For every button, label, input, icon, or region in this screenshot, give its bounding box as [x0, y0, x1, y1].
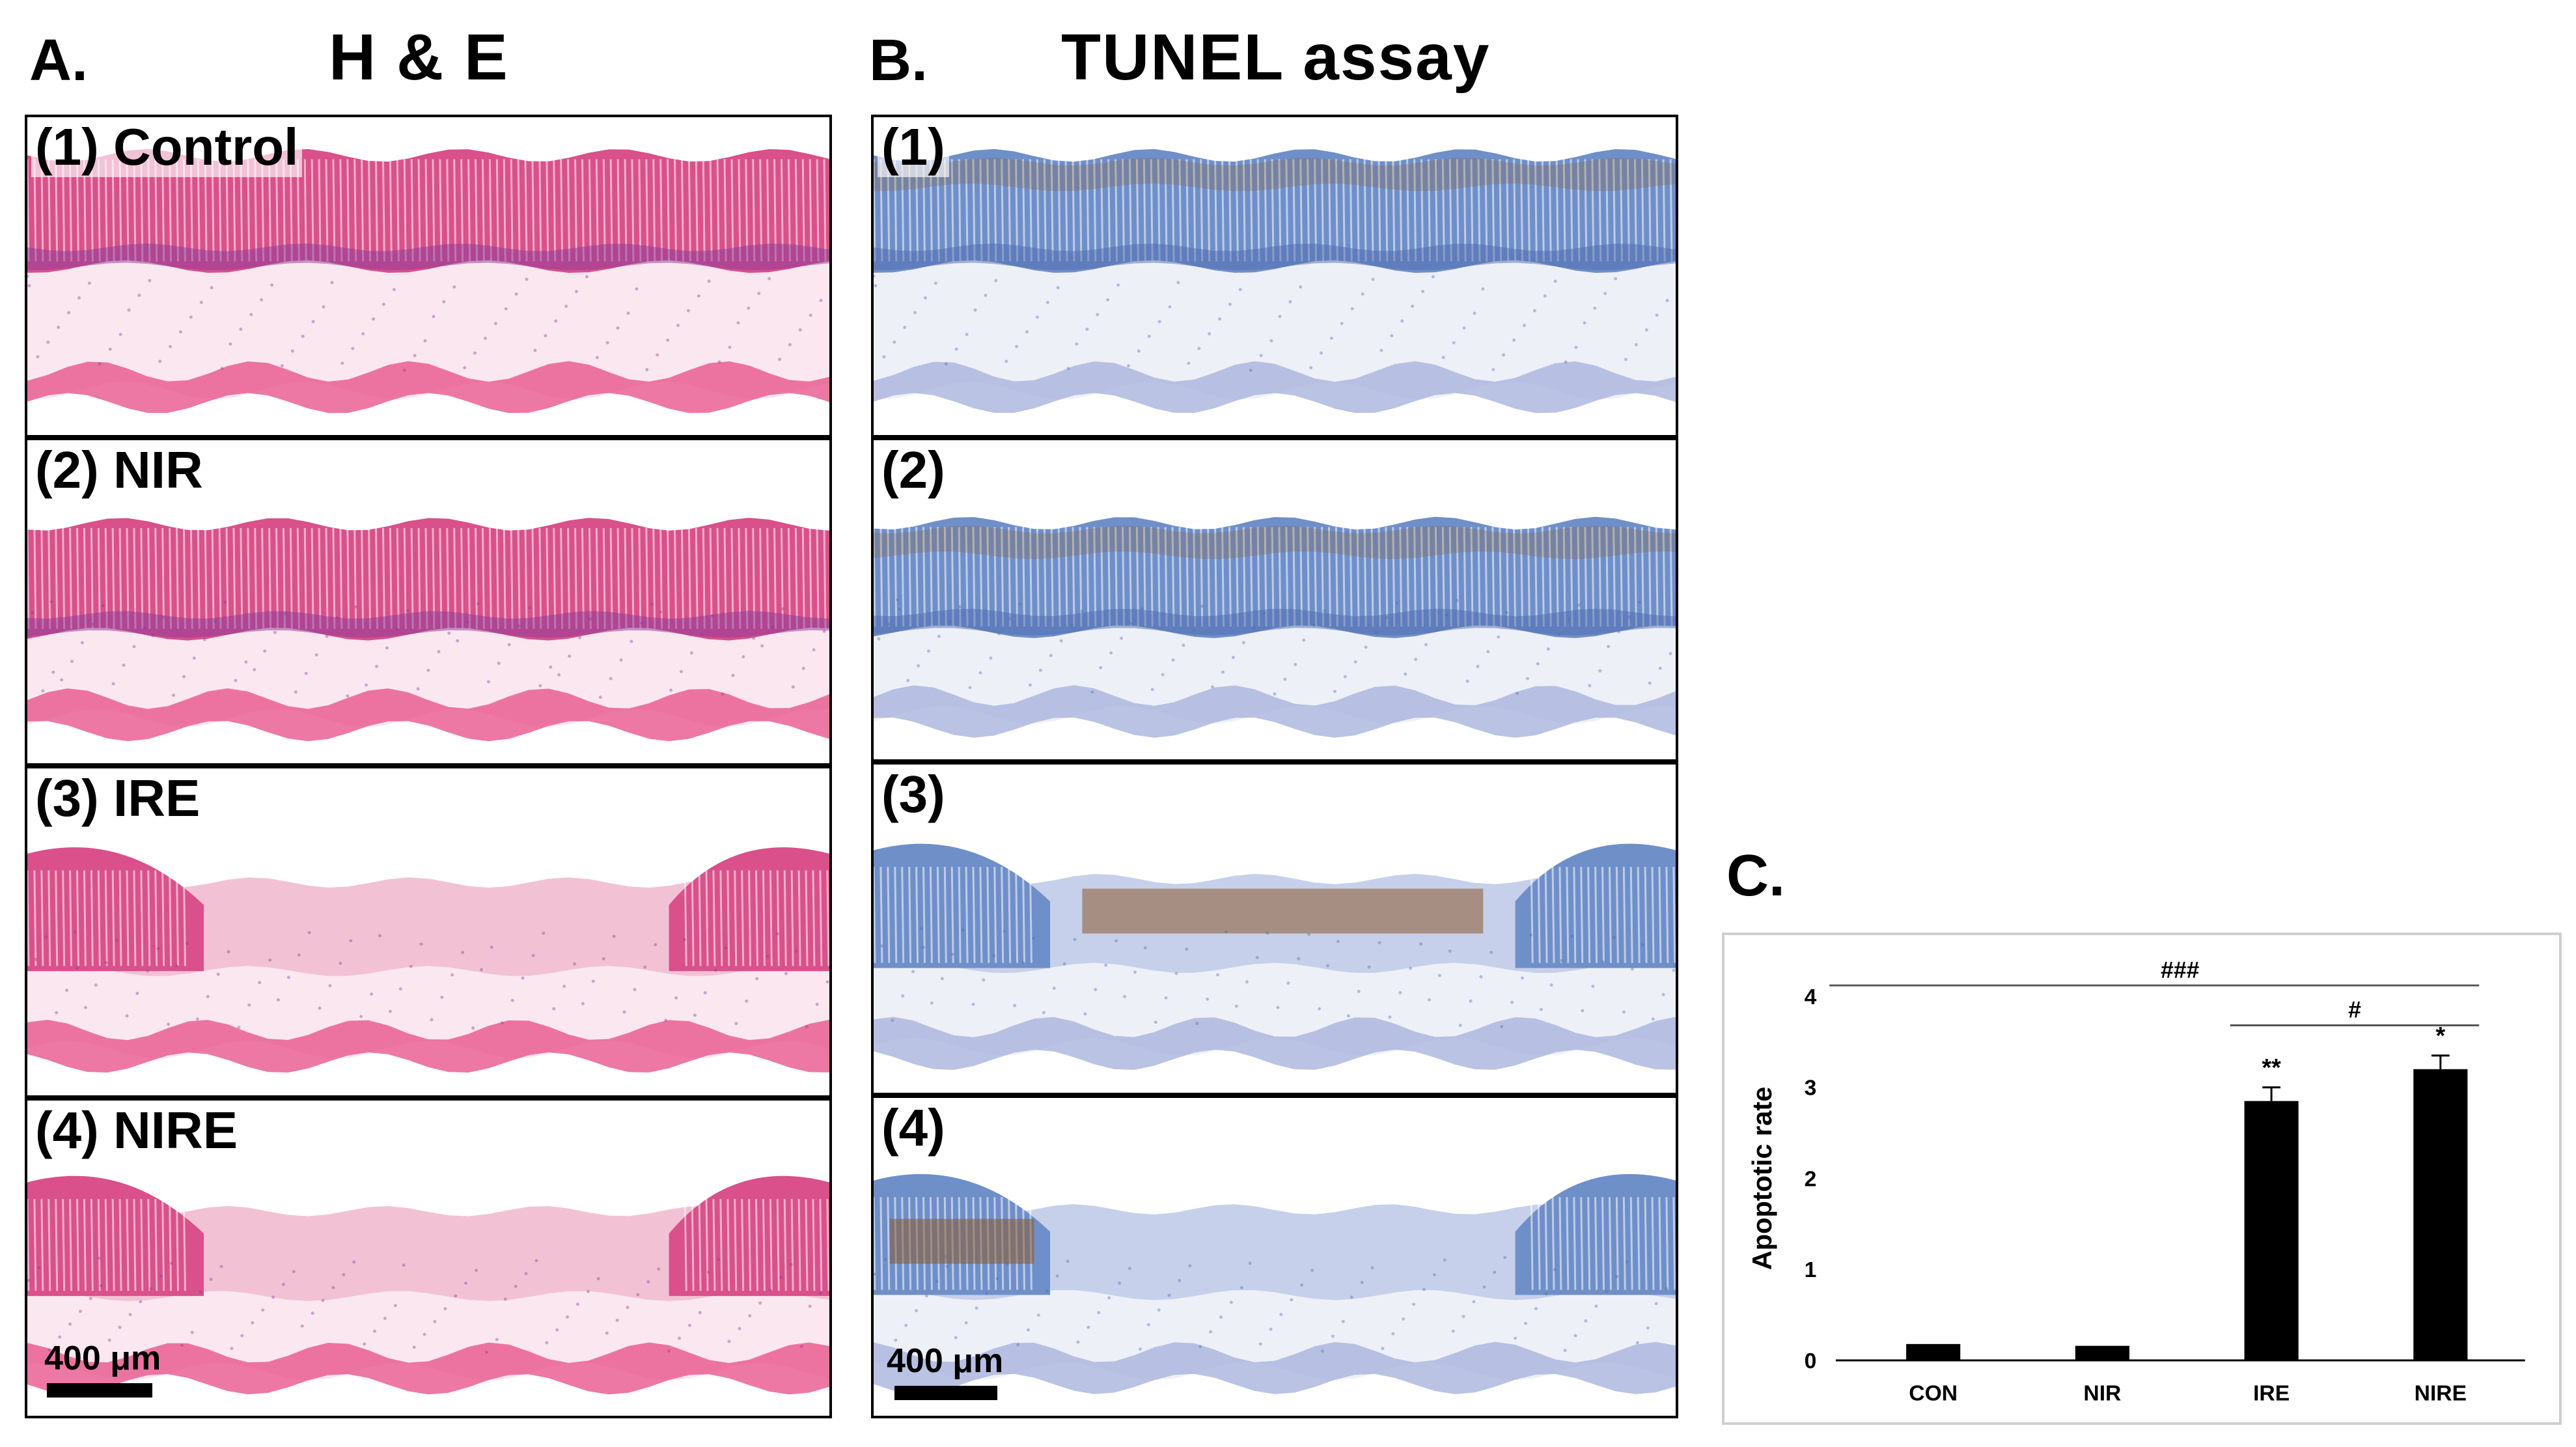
tunel-image-4: (4) — [871, 1095, 1678, 1418]
significance-label-nire: * — [2436, 1022, 2446, 1049]
panel-a-title: H & E — [329, 21, 509, 94]
panel-b-title: TUNEL assay — [1061, 21, 1491, 94]
bracket-label-2: # — [2348, 997, 2361, 1023]
tunel-tissue-section-1 — [874, 148, 1676, 414]
tunel-scale-bar — [894, 1386, 997, 1400]
x-tick-label-nire: NIRE — [2415, 1381, 2467, 1405]
he-tissue-section-4 — [27, 1175, 829, 1395]
he-tissue-section-3 — [27, 847, 829, 1073]
significance-label-ire: ** — [2262, 1054, 2281, 1081]
he-image-4: (4) NIRE — [25, 1098, 832, 1418]
y-tick-label-3: 3 — [1805, 1076, 1817, 1101]
bar-nire — [2413, 1069, 2468, 1361]
tunel-tissue-section-4 — [874, 1173, 1676, 1394]
y-axis-label: Apoptotic rate — [1747, 1087, 1777, 1271]
he-image-label-2: (2) NIR — [31, 440, 207, 500]
he-tissue-section-1 — [27, 148, 829, 414]
he-image-label-1: (1) Control — [31, 117, 303, 177]
tunel-image-2: (2) — [871, 438, 1678, 762]
tunel-scale-bar-label: 400 μm — [887, 1342, 1004, 1380]
bar-ire — [2244, 1101, 2299, 1361]
tunel-image-label-2: (2) — [878, 440, 949, 500]
panel-a-letter: A. — [29, 28, 88, 93]
apoptotic-rate-chart: 0 1 2 3 4 Apoptotic rate CON NIR IRE NIRE ** * ### # — [1722, 933, 2562, 1425]
he-scale-bar-label: 400 μm — [44, 1340, 161, 1377]
x-tick-label-nir: NIR — [2083, 1381, 2121, 1405]
error-bar-nire — [2431, 1054, 2450, 1069]
tunel-image-label-1: (1) — [878, 117, 949, 177]
panel-b-letter: B. — [869, 28, 928, 93]
he-image-label-4: (4) NIRE — [31, 1101, 242, 1160]
y-tick-label-4: 4 — [1805, 985, 1817, 1009]
tunel-image-1: (1) — [871, 115, 1678, 438]
he-image-1: (1) Control — [25, 115, 832, 438]
panel-c-letter: C. — [1726, 843, 1785, 908]
tunel-tissue-section-3 — [874, 843, 1676, 1070]
bar-nir — [2075, 1345, 2129, 1361]
x-tick-label-ire: IRE — [2253, 1381, 2290, 1405]
bracket-label-1: ### — [2161, 957, 2200, 983]
tunel-image-3: (3) — [871, 762, 1678, 1095]
y-tick-label-2: 2 — [1805, 1167, 1817, 1191]
tunel-image-label-3: (3) — [878, 765, 949, 824]
tunel-tissue-section-2 — [874, 516, 1676, 738]
he-scale-bar — [47, 1383, 152, 1398]
bar-con — [1906, 1343, 1961, 1361]
he-image-3: (3) IRE — [25, 766, 832, 1098]
y-tick-label-1: 1 — [1805, 1258, 1817, 1282]
tunel-image-label-4: (4) — [878, 1098, 949, 1158]
y-tick-label-0: 0 — [1805, 1349, 1817, 1373]
he-tissue-section-2 — [27, 518, 829, 742]
error-bar-ire — [2262, 1086, 2280, 1101]
he-image-label-3: (3) IRE — [31, 768, 204, 828]
x-tick-label-con: CON — [1909, 1381, 1958, 1405]
he-image-2: (2) NIR — [25, 438, 832, 766]
